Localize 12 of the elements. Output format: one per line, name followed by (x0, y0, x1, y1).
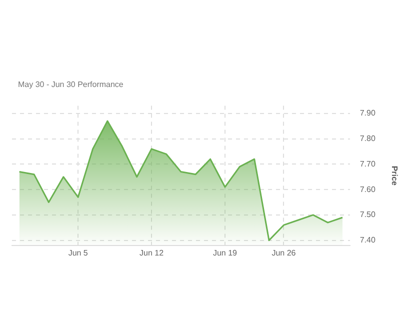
x-tick-label: Jun 19 (212, 248, 238, 258)
y-tick-label: 7.70 (360, 159, 376, 168)
y-tick-label: 7.90 (360, 108, 376, 118)
y-tick-label: 7.50 (360, 210, 376, 220)
y-tick-label: 7.40 (360, 236, 376, 245)
x-tick-label: Jun 12 (140, 248, 164, 258)
y-tick-label: 7.60 (360, 184, 376, 194)
x-tick-label: Jun 26 (272, 248, 296, 258)
y-tick-label: 7.80 (360, 134, 376, 143)
y-axis-title: Price (390, 166, 399, 186)
chart-subtitle: May 30 - Jun 30 Performance (18, 80, 124, 89)
x-tick-label: Jun 5 (68, 248, 88, 258)
